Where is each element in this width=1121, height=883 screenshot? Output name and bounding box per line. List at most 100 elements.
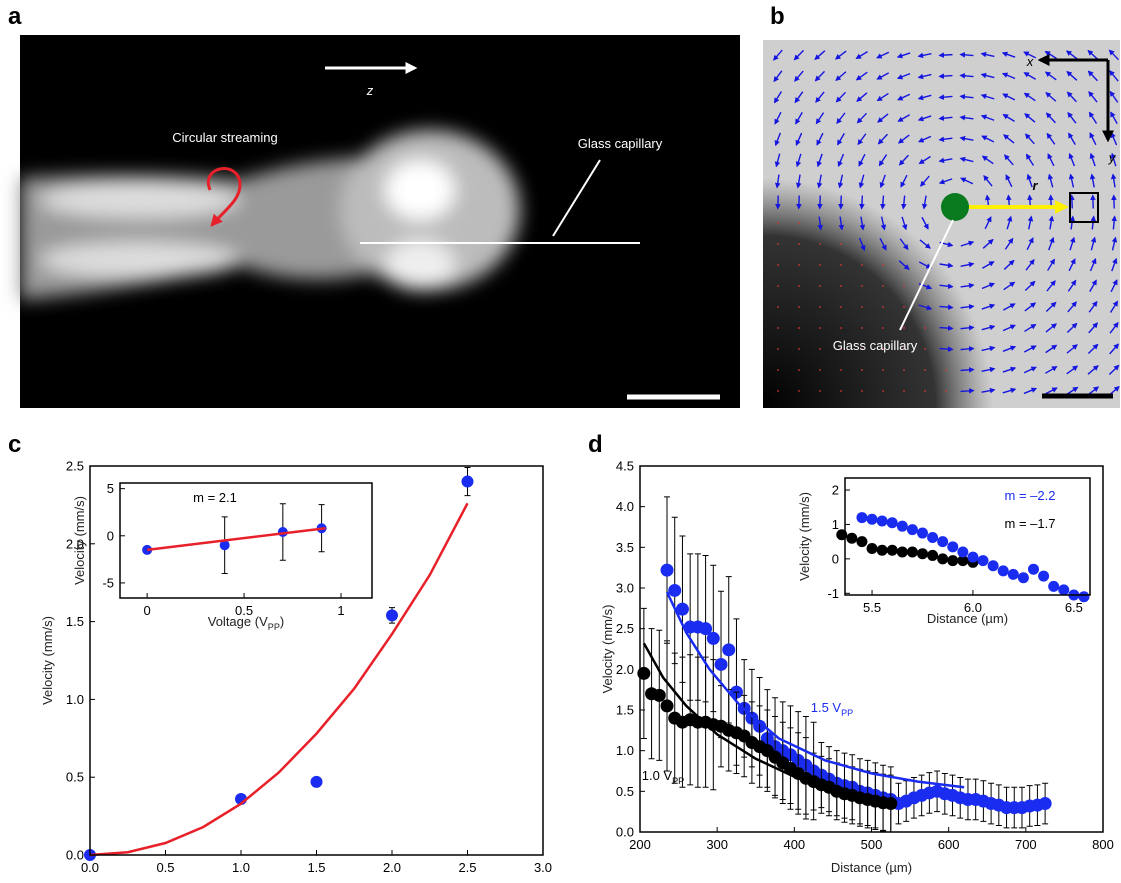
flow-dot [882,306,884,308]
data-point [866,543,878,555]
data-point [668,583,682,597]
flow-arrow [1089,257,1097,272]
flow-arrow [897,114,910,122]
annotation: m = 2.1 [193,490,237,505]
data-point [937,536,949,548]
y-tick-label: 0.5 [66,770,84,785]
y-tick-label: 0.0 [616,825,634,840]
flow-arrow [838,195,844,210]
flow-dot [903,306,905,308]
flow-arrow [794,91,804,104]
flow-arrow [1001,51,1016,58]
flow-dot [819,390,821,392]
y-tick-label: -5 [102,575,114,590]
flow-arrow [981,345,996,352]
y-tick-label: 1.5 [66,614,84,629]
y-tick-label: 1.0 [66,692,84,707]
flow-arrow [773,49,783,61]
y-tick-label: 2 [832,483,839,498]
y-tick-label: 2.0 [66,536,84,551]
flow-dot [903,285,905,287]
subscript: PP [841,708,853,718]
flow-arrow [858,153,866,167]
data-point [884,797,898,811]
y-tick-label: 0 [107,528,114,543]
flow-arrow [1044,71,1057,81]
flow-dot [882,348,884,350]
flow-arrow [1025,153,1035,166]
annotation: Glass capillary [833,338,918,353]
flow-arrow [981,155,994,165]
flow-arrow [816,153,823,168]
x-tick-label: 1.0 [232,860,250,875]
data-point [876,544,888,556]
flow-arrow [816,174,823,189]
charts: c 0.0 0.5 1.0 1.5 2.0 2.5 3.0 0.0 0.5 1.0 1.5 2.0 2.5… [8,431,1114,875]
flow-arrow [855,51,868,59]
flow-arrow [836,112,846,125]
flow-arrow [774,174,781,189]
flow-dot [819,264,821,266]
flow-arrow [837,133,845,146]
flow-arrow [1087,365,1099,375]
y-tick-label: 1.5 [616,703,634,718]
flow-arrow [795,132,803,146]
annotation: 1.5 VPP [811,700,854,718]
flow-dot [777,327,779,329]
flow-arrow [1023,92,1036,102]
flow-arrow [838,216,845,231]
flow-arrow [1046,132,1056,145]
fit-line [89,502,469,857]
flow-arrow [1023,387,1038,395]
flow-arrow [897,93,911,101]
flow-arrow [1066,91,1077,103]
y-tick-label: 5 [107,481,114,496]
fit-line [642,642,888,804]
flow-arrow [938,52,953,58]
flow-arrow [939,325,954,331]
roi [1069,192,1099,223]
flow-dot [840,348,842,350]
flow-arrow [918,155,931,165]
flow-arrow [1023,72,1036,80]
flow-arrow [1069,194,1075,209]
flow-arrow [918,135,932,143]
x-tick-label: 800 [1092,837,1114,852]
flow-arrow [938,178,953,185]
flow-arrow [1089,132,1097,146]
flow-dot [798,390,800,392]
data-point [675,602,689,616]
x-tick-label: 0.5 [156,860,174,875]
flow-arrow [1002,93,1016,101]
x-tick-label: 2.5 [458,860,476,875]
flow-arrow [960,261,975,268]
flow-arrow [1065,50,1078,60]
flow-arrow [938,157,953,164]
flow-arrow [835,71,847,82]
flow-arrow [1111,215,1117,230]
annotation: x [1026,54,1034,69]
flow-dot [777,348,779,350]
flow-arrow [1111,236,1118,251]
label-part: 1.5 V [811,700,842,715]
flow-arrow [938,73,953,79]
flow-arrow [917,73,932,80]
flow-arrow [1048,236,1055,251]
flow-arrow [959,114,974,121]
flow-arrow [983,175,993,187]
flow-dot [777,222,779,224]
data-point [916,527,928,539]
flow-arrow [1109,300,1119,313]
flow-dot [840,369,842,371]
flow-dot [777,243,779,245]
flow-arrow [815,112,825,125]
flow-dot [819,243,821,245]
flow-arrow [1066,322,1078,334]
flow-arrow [1067,279,1077,292]
data-point [386,609,398,622]
flow-arrow [1067,111,1077,124]
flow-arrow [1048,215,1055,230]
data-point [1027,563,1039,575]
data-point [967,551,979,563]
